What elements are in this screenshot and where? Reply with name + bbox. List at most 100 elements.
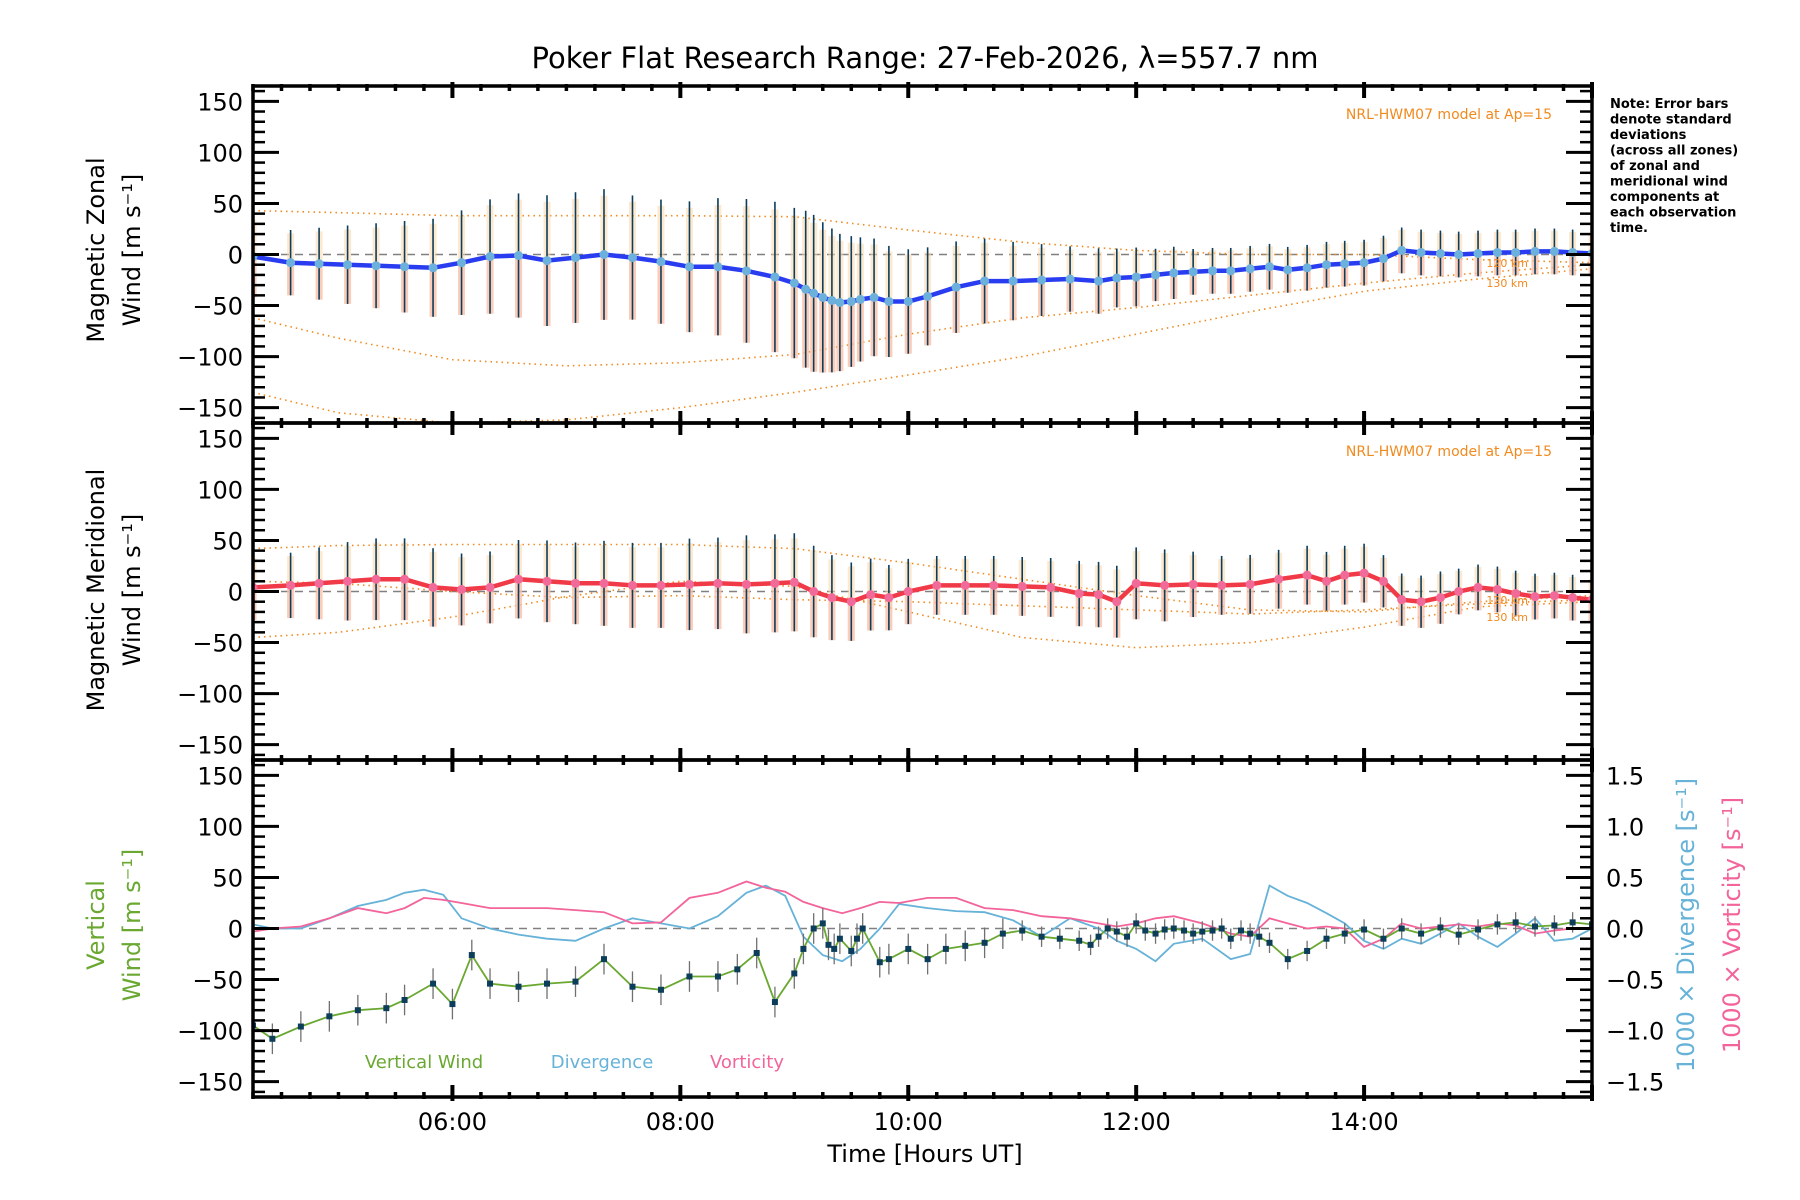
data-point — [1512, 919, 1519, 926]
data-point — [1302, 570, 1312, 580]
data-point — [741, 579, 751, 589]
data-point — [903, 296, 913, 306]
x-tick-label: 10:00 — [874, 1108, 943, 1136]
left-tick-label: 0 — [228, 916, 243, 944]
vertical-ylabel: Vertical — [82, 880, 110, 970]
data-point — [713, 262, 723, 272]
meridional-wind-line — [253, 570, 1592, 605]
legend-divergence: Divergence — [551, 1052, 654, 1073]
data-point — [1142, 927, 1149, 934]
data-point — [1247, 930, 1254, 937]
data-point — [269, 1035, 276, 1042]
left-tick-label: 100 — [197, 139, 243, 167]
data-point — [686, 973, 693, 980]
data-point — [1437, 924, 1444, 931]
data-point — [326, 1013, 333, 1020]
model-curve-2 — [253, 268, 1592, 423]
x-tick-label: 12:00 — [1102, 1108, 1171, 1136]
data-point — [1095, 933, 1102, 940]
left-tick-label: −100 — [177, 1018, 243, 1046]
data-point — [1094, 276, 1104, 286]
left-tick-label: −100 — [177, 681, 243, 709]
plot-area — [253, 533, 1592, 649]
model-130km-label: 130 km — [1486, 611, 1528, 624]
data-point — [1161, 926, 1168, 933]
model-curve-0 — [253, 543, 1592, 613]
data-point — [1340, 259, 1350, 269]
data-point — [1076, 937, 1083, 944]
data-point — [1397, 595, 1407, 605]
data-point — [855, 294, 865, 304]
vertical-wind-panel: Vertical Wind Divergence Vorticity 1.5 1.0 0.… — [177, 756, 1664, 1101]
data-point — [789, 577, 799, 587]
data-point — [468, 952, 475, 959]
data-point — [1087, 941, 1094, 948]
data-point — [1492, 584, 1502, 594]
data-point — [980, 276, 990, 286]
data-point — [430, 980, 437, 987]
left-tick-label: 50 — [212, 864, 243, 892]
data-point — [999, 930, 1006, 937]
data-point — [1455, 931, 1462, 938]
data-point — [1397, 245, 1407, 255]
data-point — [1218, 925, 1225, 932]
note-line: denote standard — [1610, 113, 1732, 128]
data-point — [1380, 935, 1387, 942]
data-point — [962, 942, 969, 949]
right-tick-label: 1.5 — [1606, 762, 1644, 790]
data-point — [713, 578, 723, 588]
meridional-ylabel-line1: Magnetic Meridional — [82, 469, 110, 712]
model-curve-1 — [253, 580, 1592, 615]
data-point — [905, 945, 912, 952]
data-point — [1274, 574, 1284, 584]
right-tick-label: 0.0 — [1606, 916, 1644, 944]
data-point — [457, 258, 467, 268]
left-tick-label: 150 — [197, 88, 243, 116]
data-point — [1152, 930, 1159, 937]
data-point — [485, 582, 495, 592]
note-line: of zonal and — [1610, 159, 1700, 174]
data-point — [314, 578, 324, 588]
vorticity-ylabel: 1000 × Vorticity [s⁻¹] — [1718, 797, 1746, 1053]
data-point — [1359, 258, 1369, 268]
data-point — [343, 260, 353, 270]
note-line: deviations — [1610, 128, 1687, 143]
data-point — [1378, 254, 1388, 264]
data-point — [354, 1007, 361, 1014]
data-point — [827, 593, 837, 603]
data-point — [1181, 927, 1188, 934]
data-point — [400, 262, 410, 272]
data-point — [570, 253, 580, 263]
data-point — [1416, 247, 1426, 257]
data-point — [809, 288, 819, 298]
zonal-wind-line — [253, 248, 1592, 305]
data-point — [286, 258, 296, 268]
data-point — [714, 973, 721, 980]
vertical-ylabel-line1: Vertical — [82, 880, 110, 970]
right-tick-label: −0.5 — [1606, 967, 1664, 995]
data-point — [657, 986, 664, 993]
data-point — [1017, 581, 1027, 591]
vertical-wind-line — [253, 921, 1592, 1040]
data-point — [1094, 590, 1104, 600]
data-point — [542, 256, 552, 266]
data-point — [449, 1001, 456, 1008]
model-120km-label: 120 km — [1486, 594, 1528, 607]
data-point — [572, 978, 579, 985]
data-point — [1283, 265, 1293, 275]
data-point — [400, 574, 410, 584]
data-point — [846, 597, 856, 607]
data-point — [951, 282, 961, 292]
data-point — [942, 945, 949, 952]
left-tick-label: −50 — [192, 630, 243, 658]
data-point — [734, 966, 741, 973]
data-point — [428, 263, 438, 273]
data-point — [960, 580, 970, 590]
data-point — [314, 259, 324, 269]
data-point — [515, 983, 522, 990]
data-point — [1266, 939, 1273, 946]
data-point — [542, 576, 552, 586]
zonal-ylabel2: Wind [m s⁻¹] — [118, 174, 146, 326]
data-point — [1284, 956, 1291, 963]
meridional-ylabel2: Wind [m s⁻¹] — [118, 514, 146, 666]
